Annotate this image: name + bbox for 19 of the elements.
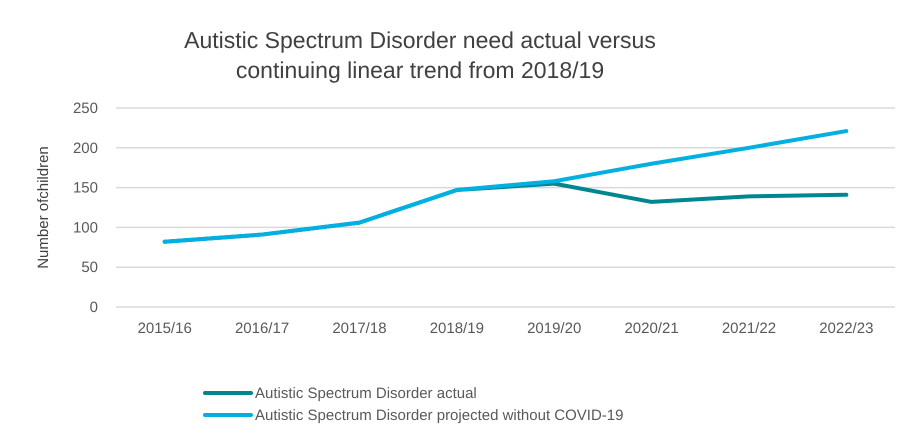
line-series	[162, 129, 848, 244]
chart-title: Autistic Spectrum Disorder need actual versus continuing linear trend from 2018/19	[184, 27, 656, 83]
y-tick-label: 150	[72, 180, 98, 197]
x-tick-label: 2021/22	[722, 320, 776, 337]
x-tick-label: 2015/16	[138, 320, 192, 337]
y-tick-label: 200	[72, 140, 98, 157]
y-axis-title: Number ofchildren	[35, 146, 52, 269]
x-tick-label: 2020/21	[624, 320, 679, 337]
legend-label: Autistic Spectrum Disorder projected without COVID-19	[255, 407, 624, 424]
x-tick-label: 2022/23	[819, 320, 874, 337]
x-tick-label: 2017/18	[332, 320, 387, 337]
x-tick-label: 2016/17	[234, 320, 290, 337]
x-tick-label: 2019/20	[527, 320, 582, 337]
y-tick-label: 0	[90, 299, 98, 316]
y-tick-label: 50	[81, 259, 98, 276]
legend-label: Autistic Spectrum Disorder actual	[255, 385, 477, 402]
x-tick-label: 2018/19	[430, 320, 484, 337]
y-tick-label: 250	[72, 100, 98, 117]
y-tick-label: 100	[72, 219, 98, 236]
